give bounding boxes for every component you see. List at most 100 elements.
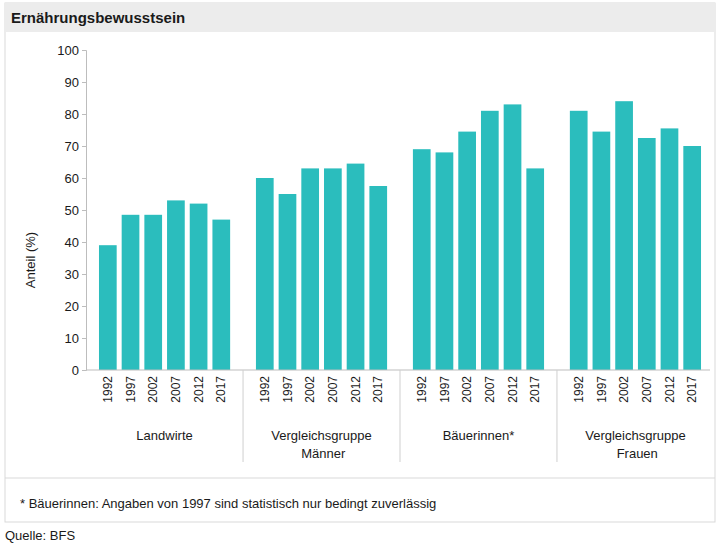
y-tick-label: 10 (65, 331, 79, 346)
note: * Bäuerinnen: Angaben von 1997 sind stat… (20, 496, 436, 511)
group-label: Vergleichsgruppe Männer (271, 428, 371, 461)
x-axis: 1992 1997 2002 2007 2012 2017 (98, 370, 231, 403)
y-tick: 90 (65, 75, 86, 90)
x-tick-label: 2012 (663, 376, 677, 403)
bar (347, 164, 365, 370)
group-separator (243, 370, 244, 462)
bar (212, 220, 230, 370)
bar (167, 200, 185, 370)
bar (122, 215, 140, 370)
y-tick-mark (82, 338, 86, 339)
x-tick-label: 2002 (146, 376, 160, 403)
y-axis: 0102030405060708090100 (57, 43, 86, 378)
x-tick-label: 1992 (258, 376, 272, 403)
x-axis-line (86, 370, 710, 371)
y-tick-label: 90 (65, 75, 79, 90)
y-tick: 40 (65, 235, 86, 250)
x-tick: 2017 (371, 370, 385, 403)
x-tick-label: 1992 (415, 376, 429, 403)
bar (99, 245, 117, 370)
x-tick: 2012 (663, 370, 677, 403)
x-tick-label: 2012 (349, 376, 363, 403)
bar (458, 132, 476, 370)
x-tick-label: 1997 (595, 376, 609, 403)
x-axis-domain (412, 370, 545, 371)
x-tick-label: 2012 (192, 376, 206, 403)
x-tick-label: 2017 (371, 376, 385, 403)
bar (256, 178, 274, 370)
x-tick: 2002 (617, 370, 631, 403)
y-tick-label: 70 (65, 139, 79, 154)
x-tick-label: 2007 (483, 376, 497, 403)
x-tick-label: 2017 (528, 376, 542, 403)
x-tick: 1992 (572, 370, 586, 403)
x-tick-label: 2017 (685, 376, 699, 403)
bar (615, 101, 633, 370)
frame (5, 3, 715, 522)
bar-group (570, 101, 701, 370)
x-tick-label: 2002 (460, 376, 474, 403)
bar (413, 149, 431, 370)
group-label: Vergleichsgruppe Frauen (585, 428, 685, 461)
y-tick: 80 (65, 107, 86, 122)
x-tick: 2002 (146, 370, 160, 403)
bar (369, 186, 387, 370)
x-tick: 1997 (124, 370, 138, 403)
y-tick-label: 0 (72, 363, 79, 378)
y-tick-mark (82, 210, 86, 211)
x-tick: 2012 (349, 370, 363, 403)
x-tick: 2007 (640, 370, 654, 403)
x-axis-domain (98, 370, 231, 371)
x-tick: 2017 (214, 370, 228, 403)
x-tick-label: 2007 (169, 376, 183, 403)
x-tick-label: 2002 (303, 376, 317, 403)
x-tick-label: 2002 (617, 376, 631, 403)
y-tick-mark (82, 274, 86, 275)
bar (526, 168, 544, 370)
x-tick: 2017 (528, 370, 542, 403)
source: Quelle: BFS (5, 528, 75, 543)
x-tick: 2012 (506, 370, 520, 403)
bar (190, 204, 208, 370)
bar (481, 111, 499, 370)
x-tick: 1992 (415, 370, 429, 403)
bar (324, 168, 342, 370)
y-tick: 60 (65, 171, 86, 186)
x-axis: 1992 1997 2002 2007 2012 2017 (569, 370, 702, 403)
y-tick: 70 (65, 139, 86, 154)
y-axis-line (82, 51, 87, 371)
bar-group (99, 200, 230, 370)
x-axis: 1992 1997 2002 2007 2012 2017 (412, 370, 545, 403)
chart: Ernährungsbewusstsein0102030405060708090… (0, 0, 720, 547)
x-tick-label: 1992 (101, 376, 115, 403)
group-label: Landwirte (136, 428, 192, 443)
y-tick-mark (82, 370, 86, 371)
y-tick: 30 (65, 267, 86, 282)
title: Ernährungsbewusstsein (11, 9, 185, 26)
bar-group (256, 164, 387, 370)
y-tick-mark (82, 114, 86, 115)
x-tick-label: 1992 (572, 376, 586, 403)
x-tick: 2007 (326, 370, 340, 403)
group-separator (400, 370, 401, 462)
x-tick-label: 1997 (124, 376, 138, 403)
title-band (5, 3, 715, 32)
y-tick: 100 (57, 43, 86, 58)
x-tick-label: 2007 (640, 376, 654, 403)
y-tick: 10 (65, 331, 86, 346)
bars (99, 101, 701, 370)
y-tick: 0 (72, 363, 86, 378)
group-label: Bäuerinnen* (443, 428, 515, 443)
y-tick-mark (82, 50, 86, 51)
x-tick: 2007 (169, 370, 183, 403)
bar (683, 146, 701, 370)
x-axis-domain (255, 370, 388, 371)
y-tick-mark (82, 82, 86, 83)
x-tick: 1997 (595, 370, 609, 403)
y-tick-label: 20 (65, 299, 79, 314)
x-axis-domain (569, 370, 702, 371)
x-tick: 1997 (438, 370, 452, 403)
x-tick-label: 2007 (326, 376, 340, 403)
x-tick: 1992 (101, 370, 115, 403)
bar-group (413, 104, 544, 370)
